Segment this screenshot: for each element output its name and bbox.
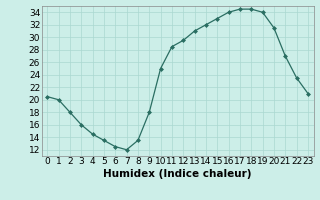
- X-axis label: Humidex (Indice chaleur): Humidex (Indice chaleur): [103, 169, 252, 179]
